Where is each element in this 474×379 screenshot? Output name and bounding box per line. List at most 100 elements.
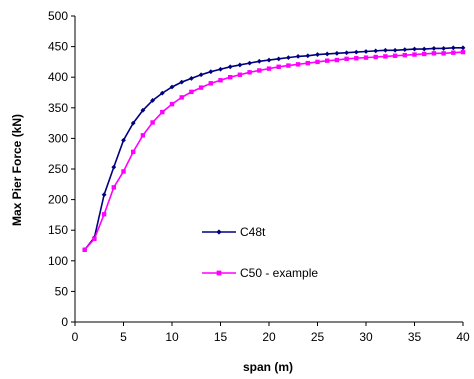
data-point-marker (276, 56, 282, 62)
data-point-marker (150, 120, 155, 125)
data-point-marker (169, 84, 175, 90)
data-point-marker (257, 68, 262, 73)
data-point-marker (422, 51, 427, 57)
data-point-marker (353, 49, 359, 55)
x-tick-label: 10 (165, 330, 179, 344)
data-point-marker (373, 48, 379, 54)
data-point-marker (431, 51, 437, 56)
data-point-marker (354, 56, 359, 61)
y-tick-label: 0 (61, 315, 68, 329)
data-point-marker (130, 120, 136, 126)
series-line-2 (84, 51, 464, 251)
data-point-marker (402, 47, 408, 53)
data-point-marker (101, 192, 107, 198)
data-point-marker (450, 45, 456, 51)
data-point-marker (159, 90, 165, 96)
x-tick-label: 15 (214, 330, 228, 344)
data-point-marker (441, 46, 446, 51)
data-point-marker (131, 149, 136, 155)
data-point-marker (92, 236, 97, 241)
data-point-marker (266, 57, 272, 63)
legend: C48t C50 - example (202, 225, 318, 280)
data-point-marker (208, 69, 214, 75)
data-point-marker (276, 64, 281, 69)
x-tick-label: 0 (72, 330, 79, 344)
data-point-marker (179, 79, 185, 85)
data-point-marker (334, 57, 340, 63)
data-point-marker (431, 46, 437, 51)
data-point-marker (237, 62, 243, 68)
x-tick-label: 25 (311, 330, 325, 344)
data-point-marker (266, 66, 272, 71)
data-point-marker (227, 64, 233, 70)
data-point-marker (373, 54, 378, 60)
data-point-marker (160, 109, 165, 115)
data-point-marker (198, 72, 204, 78)
data-point-marker (237, 72, 243, 77)
y-tick-label: 300 (48, 131, 68, 145)
data-point-marker (189, 89, 194, 95)
data-point-marker (247, 60, 252, 66)
x-tick-label: 30 (359, 330, 373, 344)
legend-label-1: C48t (240, 225, 266, 239)
data-point-marker (344, 50, 349, 56)
data-point-marker (460, 49, 466, 55)
data-point-marker (325, 58, 330, 63)
data-point-marker (111, 164, 117, 170)
y-tick-label: 400 (48, 70, 68, 84)
data-point-marker (218, 78, 223, 83)
data-point-marker (402, 52, 407, 58)
data-point-marker (344, 56, 349, 62)
x-tick-label: 35 (408, 330, 422, 344)
y-tick-label: 350 (48, 101, 68, 115)
data-point-marker (247, 70, 252, 75)
data-point-marker (150, 98, 155, 103)
data-point-marker (169, 101, 175, 107)
series-line-1 (84, 47, 463, 251)
data-point-marker (101, 212, 107, 217)
legend-marker-1 (216, 229, 222, 235)
data-point-marker (305, 60, 310, 66)
axes: 0 50 100 150 200 250 300 350 400 450 500 0 5 10 15 20 25… (48, 9, 470, 344)
data-point-marker (286, 55, 291, 61)
y-tick-label: 200 (48, 193, 68, 207)
data-point-marker (140, 107, 146, 113)
x-tick-label: 20 (262, 330, 276, 344)
data-point-marker (121, 137, 126, 143)
y-tick-label: 500 (48, 9, 68, 23)
data-point-marker (189, 76, 194, 81)
legend-label-2: C50 - example (240, 266, 318, 280)
data-point-marker (334, 50, 340, 56)
data-point-marker (421, 46, 427, 52)
data-point-marker (198, 85, 204, 90)
data-point-marker (315, 59, 320, 65)
data-point-marker (412, 46, 417, 52)
data-point-marker (392, 47, 398, 53)
y-tick-label: 150 (48, 223, 68, 237)
data-point-marker (256, 58, 262, 64)
data-point-marker (383, 54, 388, 59)
y-tick-label: 100 (48, 254, 68, 268)
data-point-marker (286, 63, 291, 68)
y-axis-title: Max Pier Force (kN) (10, 114, 24, 226)
y-tick-label: 250 (48, 162, 68, 176)
data-point-marker (441, 51, 446, 56)
data-point-marker (451, 50, 456, 55)
y-tick-label: 50 (55, 284, 69, 298)
data-point-marker (392, 53, 398, 58)
data-point-marker (295, 53, 301, 59)
legend-marker-2 (216, 270, 222, 276)
data-point-marker (179, 95, 184, 100)
x-tick-label: 40 (456, 330, 470, 344)
data-point-marker (208, 81, 213, 86)
data-point-marker (315, 52, 320, 57)
data-point-marker (363, 49, 369, 54)
y-tick-label: 450 (48, 40, 68, 54)
data-point-marker (305, 53, 311, 59)
data-point-marker (82, 247, 87, 252)
data-point-marker (121, 169, 126, 174)
data-point-marker (111, 185, 116, 190)
data-point-marker (363, 55, 369, 60)
